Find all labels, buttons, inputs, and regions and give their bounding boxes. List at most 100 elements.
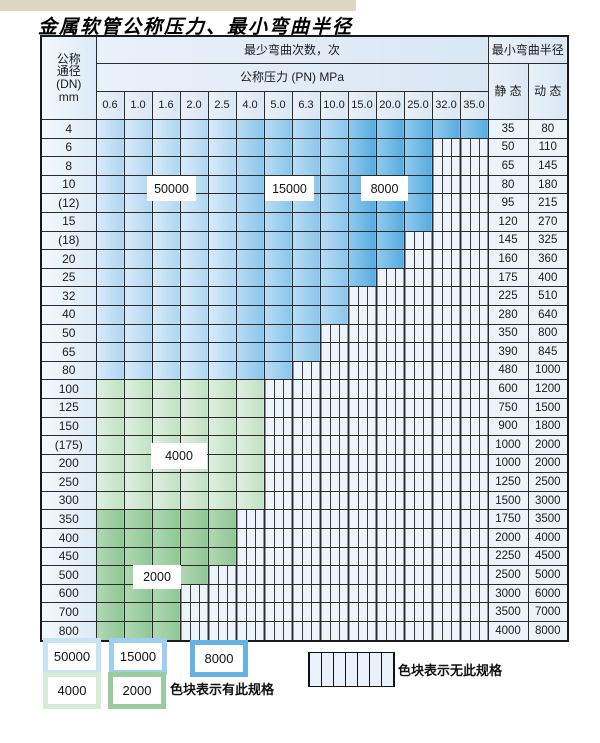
static-value: 390 (487, 342, 529, 362)
spec-cell (151, 528, 181, 548)
spec-cell (123, 323, 153, 344)
table-row-dn-65: 65 390 845 (40, 342, 569, 362)
spec-cell (403, 211, 433, 232)
spec-cell (207, 323, 237, 344)
spec-cell (319, 435, 349, 455)
dn-cell: 100 (40, 379, 97, 399)
spec-cell (319, 119, 349, 139)
spec-cell (459, 435, 489, 455)
static-value: 95 (487, 193, 529, 213)
table-row-dn-12: (12) 95 215 (40, 193, 569, 213)
dn-cell: 200 (40, 453, 97, 474)
spec-cell (151, 416, 181, 437)
spec-cell (347, 546, 377, 567)
spec-cell (151, 509, 181, 530)
spec-cell (263, 435, 293, 455)
static-value: 4000 (487, 621, 529, 642)
spec-cell (235, 435, 265, 455)
spec-cell (347, 453, 377, 474)
static-value: 1000 (487, 453, 529, 474)
spec-cell (179, 416, 209, 437)
dynamic-value: 400 (527, 267, 569, 288)
spec-cell (207, 546, 237, 567)
dn-cell: 32 (40, 286, 97, 306)
spec-cell (123, 193, 153, 213)
spec-cell (291, 286, 321, 306)
dn-cell: 40 (40, 304, 97, 325)
table-row-dn-175: (175) 1000 2000 (40, 435, 569, 455)
legend-box-2000: 2000 (108, 672, 166, 709)
static-value: 3000 (487, 583, 529, 604)
dn-cell: 10 (40, 174, 97, 195)
static-value: 35 (487, 119, 529, 139)
spec-cell (95, 174, 125, 195)
spec-cell (459, 211, 489, 232)
dynamic-value: 510 (527, 286, 569, 306)
spec-cell (347, 267, 377, 288)
spec-cell (319, 360, 349, 381)
spec-cell (151, 249, 181, 269)
table-row-dn-32: 32 225 510 (40, 286, 569, 306)
pressure-tick-5.0: 5.0 (263, 91, 293, 120)
dn-cell: 15 (40, 211, 97, 232)
spec-cell (207, 286, 237, 306)
spec-cell (235, 509, 265, 530)
spec-cell (123, 453, 153, 474)
spec-cell (319, 286, 349, 306)
spec-cell (291, 546, 321, 567)
spec-cell (95, 621, 125, 642)
dn-cell: 700 (40, 602, 97, 623)
spec-cell (403, 304, 433, 325)
dn-cell: 300 (40, 490, 97, 511)
spec-cell (347, 230, 377, 251)
static-value: 280 (487, 304, 529, 325)
spec-cell (403, 323, 433, 344)
spec-cell (263, 323, 293, 344)
dynamic-value: 2000 (527, 453, 569, 474)
pressure-tick-0.6: 0.6 (95, 91, 125, 120)
spec-cell (263, 249, 293, 269)
spec-cell (431, 211, 461, 232)
table-row-dn-15: 15 120 270 (40, 211, 569, 232)
dynamic-value: 215 (527, 193, 569, 213)
spec-cell (123, 342, 153, 362)
static-value: 2500 (487, 565, 529, 585)
spec-cell (375, 397, 405, 418)
dn-cell: 8 (40, 156, 97, 176)
spec-cell (179, 342, 209, 362)
spec-cell (431, 342, 461, 362)
table-row-dn-6: 6 50 110 (40, 137, 569, 158)
dn-cell: 65 (40, 342, 97, 362)
spec-cell (347, 472, 377, 492)
table-row-dn-450: 450 2250 4500 (40, 546, 569, 567)
static-value: 120 (487, 211, 529, 232)
spec-cell (291, 137, 321, 158)
dynamic-value: 4000 (527, 528, 569, 548)
spec-cell (235, 528, 265, 548)
spec-cell (207, 453, 237, 474)
spec-cell (403, 249, 433, 269)
spec-cell (375, 304, 405, 325)
spec-cell (263, 304, 293, 325)
spec-cell (235, 119, 265, 139)
spec-cell (207, 211, 237, 232)
spec-cell (403, 119, 433, 139)
spec-cell (235, 323, 265, 344)
legend-box-15000: 15000 (109, 638, 167, 675)
static-value: 600 (487, 379, 529, 399)
dn-cell: 250 (40, 472, 97, 492)
spec-cell (291, 621, 321, 642)
spec-cell (179, 304, 209, 325)
spec-cell (207, 509, 237, 530)
spec-cell (291, 453, 321, 474)
spec-cell (179, 249, 209, 269)
static-value: 2000 (487, 528, 529, 548)
spec-cell (459, 416, 489, 437)
spec-cell (319, 509, 349, 530)
spec-cell (319, 379, 349, 399)
spec-cell (319, 342, 349, 362)
spec-cell (291, 211, 321, 232)
spec-cell (207, 156, 237, 176)
spec-cell (263, 137, 293, 158)
spec-cell (319, 602, 349, 623)
